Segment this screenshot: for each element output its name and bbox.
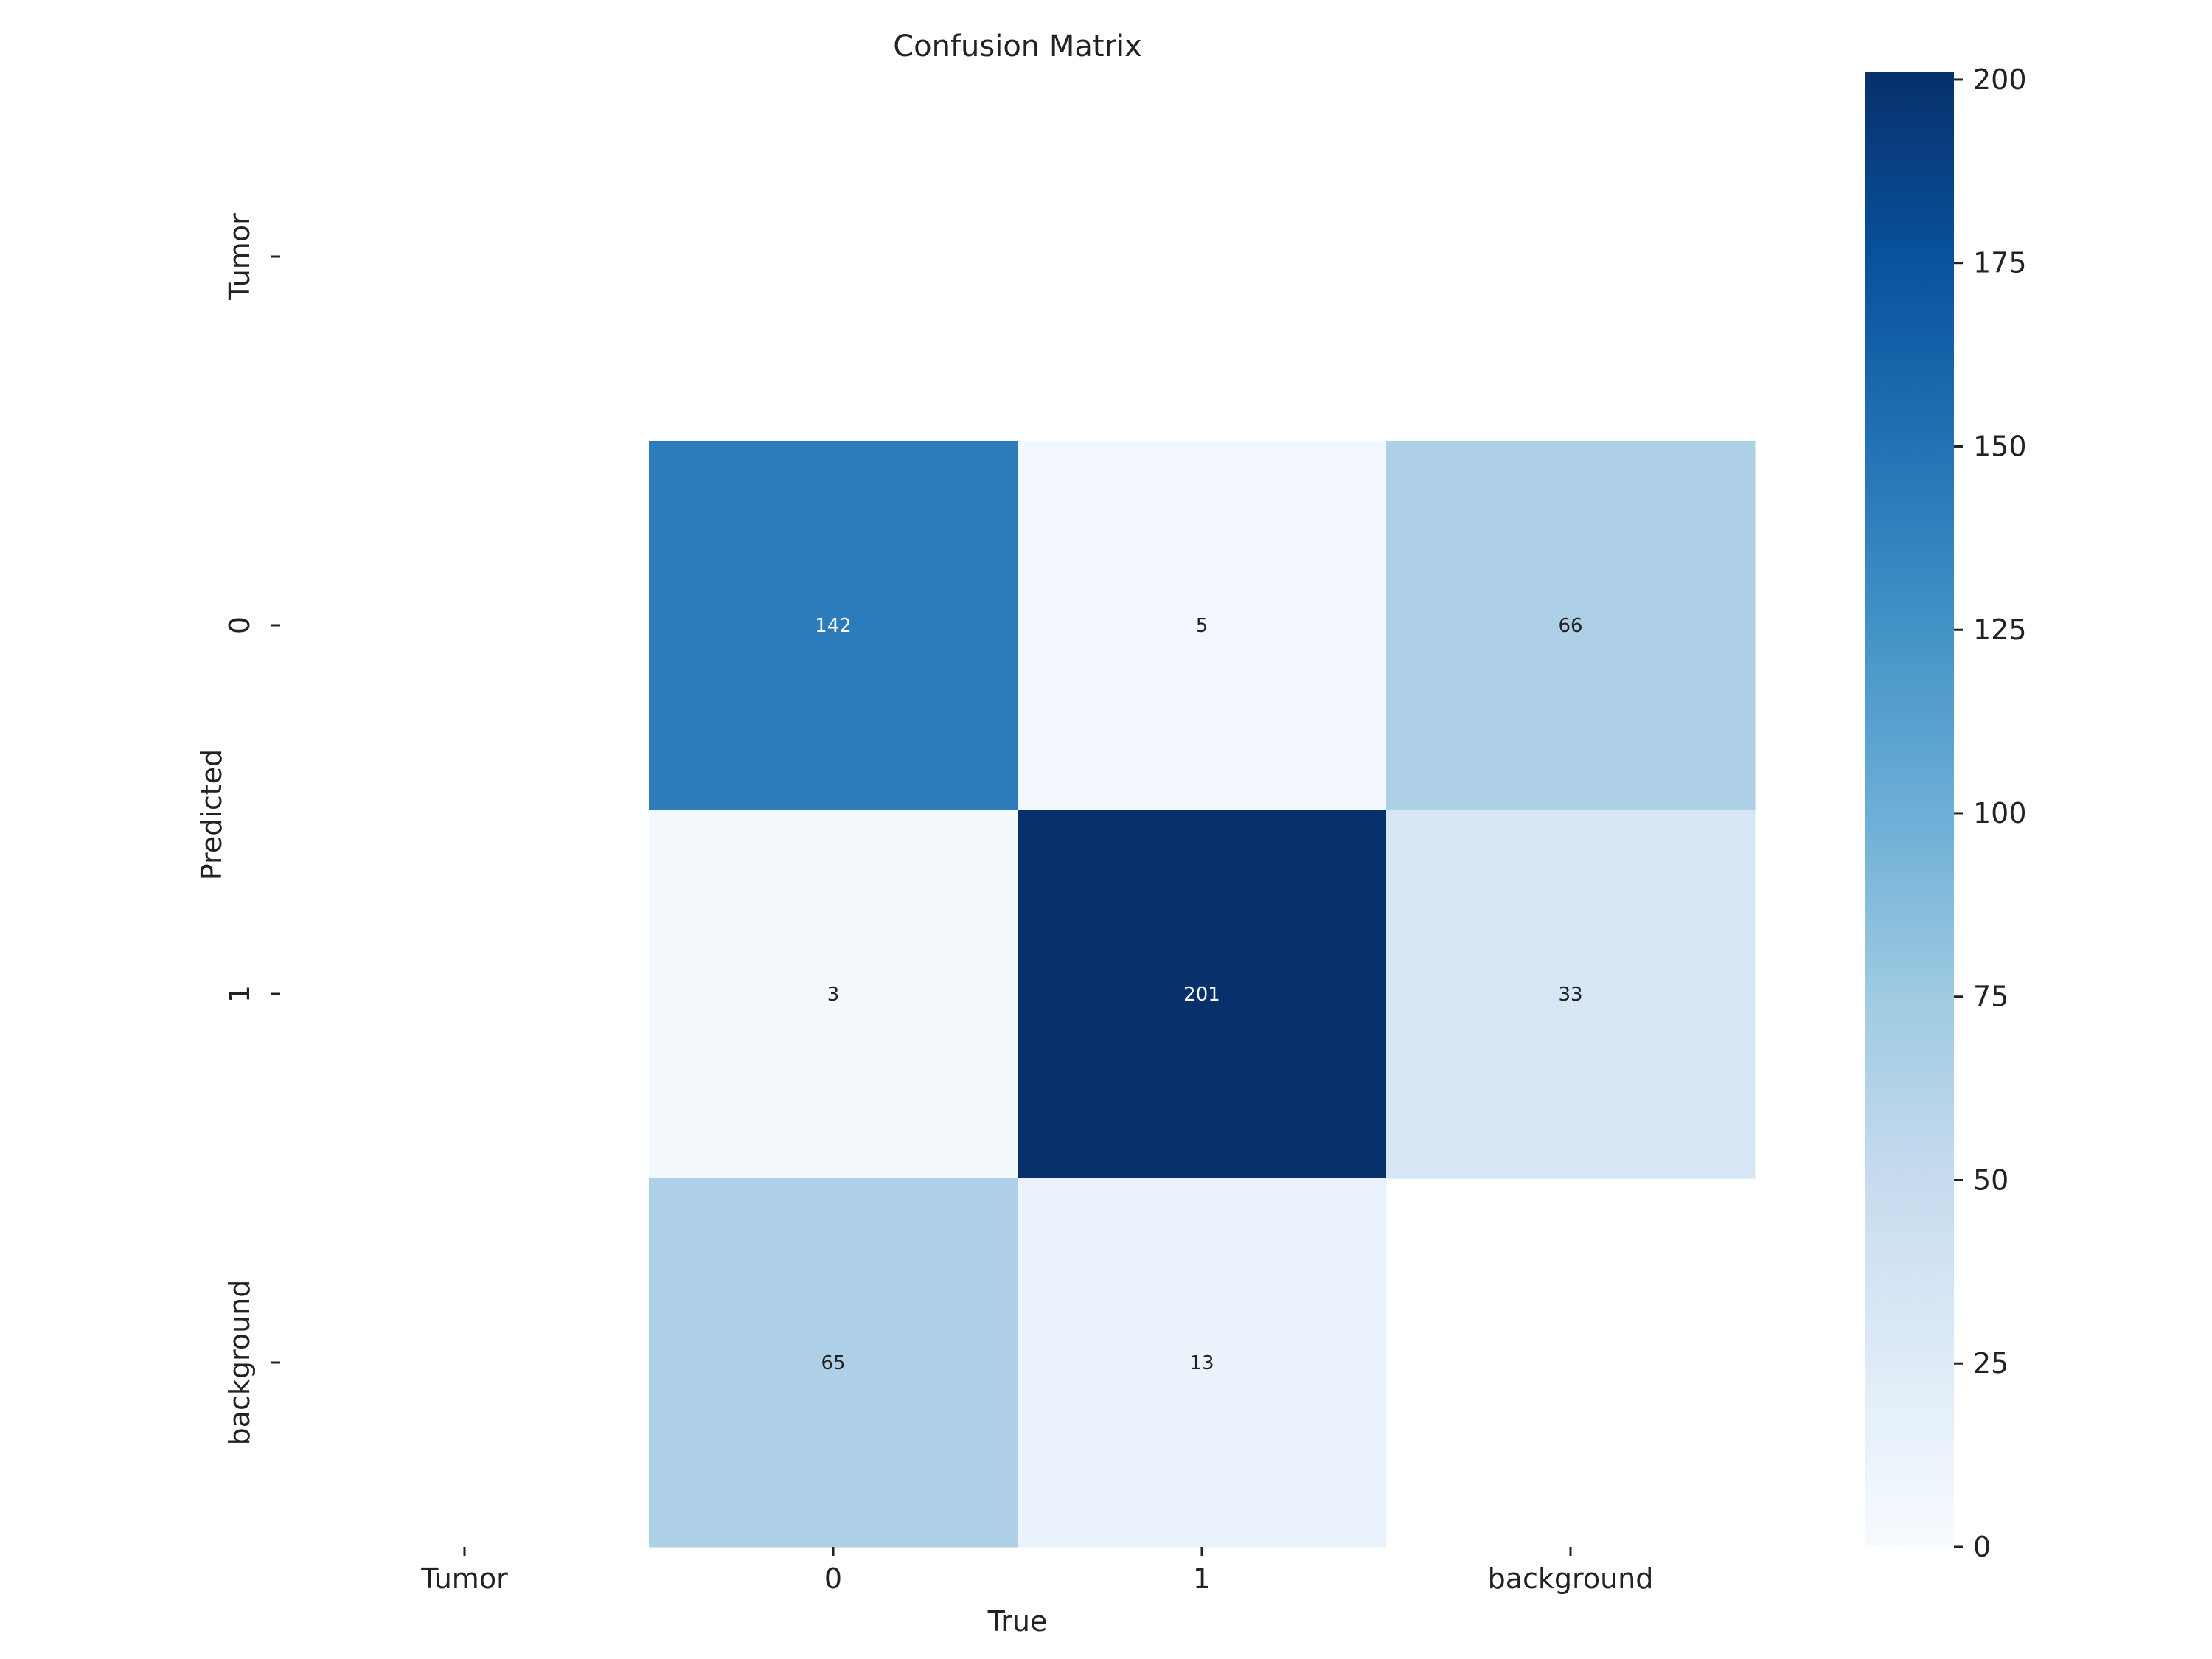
y-tick-label: background (223, 1280, 256, 1446)
y-axis: Tumor 0 1 background (223, 213, 280, 1445)
heatmap-cell (1018, 441, 1387, 810)
heatmap-cell (1018, 1178, 1387, 1548)
x-tick-label: 0 (824, 1562, 842, 1595)
colorbar-tick-label: 50 (1973, 1164, 2008, 1196)
x-axis-label: True (987, 1605, 1048, 1638)
cell-value-label: 201 (1183, 984, 1220, 1006)
y-tick-label: Tumor (223, 213, 256, 301)
colorbar (1865, 72, 1954, 1547)
heatmap-cells (649, 441, 1756, 1548)
cell-value-label: 5 (1196, 615, 1208, 637)
y-tick-label: 0 (223, 616, 256, 634)
colorbar-tick-label: 0 (1973, 1531, 1991, 1563)
colorbar-tick-label: 150 (1973, 430, 2027, 462)
x-tick-label: Tumor (420, 1562, 508, 1595)
colorbar-tick-label: 200 (1973, 63, 2027, 96)
colorbar-tick-label: 25 (1973, 1347, 2008, 1380)
cell-value-label: 13 (1189, 1352, 1214, 1374)
cell-value-label: 65 (821, 1352, 845, 1374)
cell-value-label: 66 (1558, 615, 1582, 637)
cell-value-label: 142 (815, 615, 852, 637)
colorbar-tick-label: 125 (1973, 613, 2027, 646)
x-tick-label: background (1488, 1562, 1654, 1595)
heatmap-cell (649, 810, 1018, 1179)
cell-value-labels: 142 5 66 3 201 33 65 13 (815, 615, 1582, 1374)
colorbar-ticks: 0 25 50 75 100 125 150 175 200 (1954, 63, 2027, 1563)
y-axis-label: Predicted (195, 749, 228, 880)
colorbar-tick-label: 100 (1973, 797, 2027, 830)
x-axis: Tumor 0 1 background (420, 1547, 1653, 1595)
heatmap-cell (649, 1178, 1018, 1548)
chart-title: Confusion Matrix (893, 29, 1142, 63)
y-tick-label: 1 (223, 985, 256, 1003)
colorbar-tick-label: 75 (1973, 981, 2008, 1013)
heatmap-cell (1386, 810, 1756, 1179)
heatmap-cell (649, 441, 1018, 810)
x-tick-label: 1 (1193, 1562, 1211, 1595)
heatmap-cell (1018, 810, 1387, 1179)
colorbar-tick-label: 175 (1973, 247, 2027, 279)
heatmap-cell (1386, 441, 1756, 810)
cell-value-label: 33 (1558, 984, 1582, 1006)
cell-value-label: 3 (827, 984, 840, 1006)
